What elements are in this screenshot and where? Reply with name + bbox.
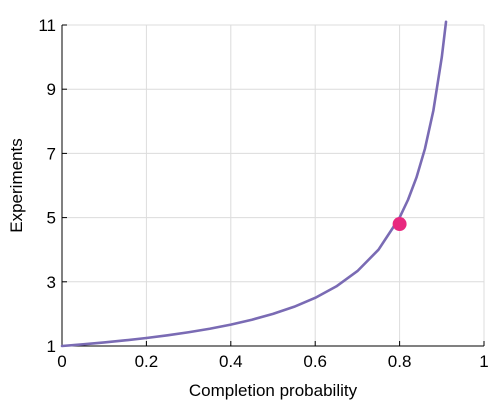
highlight-point xyxy=(392,217,407,232)
x-tick-label: 1 xyxy=(479,352,488,371)
y-tick-label: 1 xyxy=(47,337,56,356)
y-tick-label: 7 xyxy=(47,144,56,163)
x-tick-label: 0.8 xyxy=(388,352,412,371)
y-tick-label: 3 xyxy=(47,273,56,292)
axes xyxy=(61,24,485,347)
x-tick-label: 0.6 xyxy=(303,352,327,371)
y-tick-label: 9 xyxy=(47,80,56,99)
x-axis-label: Completion probability xyxy=(189,381,358,400)
y-tick-label: 11 xyxy=(38,16,56,35)
highlight-group xyxy=(392,217,407,232)
x-tick-label: 0.2 xyxy=(135,352,159,371)
x-tick-label: 0 xyxy=(57,352,66,371)
series-group xyxy=(60,20,448,348)
y-axis-label: Experiments xyxy=(7,138,26,232)
x-tick-label: 0.4 xyxy=(219,352,243,371)
series-line xyxy=(60,20,448,348)
grid xyxy=(62,24,485,346)
y-tick-label: 5 xyxy=(47,209,56,228)
